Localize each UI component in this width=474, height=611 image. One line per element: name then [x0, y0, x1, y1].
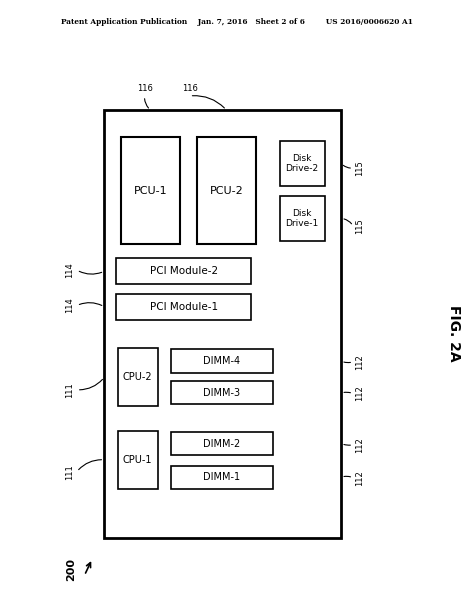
Text: 111: 111: [65, 464, 74, 480]
Bar: [118, 431, 158, 489]
Text: 200: 200: [66, 558, 76, 581]
Text: Disk
Drive-2: Disk Drive-2: [286, 154, 319, 173]
Text: 115: 115: [356, 160, 365, 176]
Bar: [171, 349, 273, 373]
Text: FIG. 2A: FIG. 2A: [447, 305, 461, 361]
Bar: [280, 196, 325, 241]
Bar: [118, 348, 158, 406]
Text: Disk
Drive-1: Disk Drive-1: [285, 209, 319, 228]
Text: PCI Module-1: PCI Module-1: [150, 302, 218, 312]
Text: DIMM-2: DIMM-2: [203, 439, 240, 448]
Text: 116: 116: [182, 84, 198, 93]
Bar: [197, 137, 256, 244]
Bar: [171, 466, 273, 489]
Text: 115: 115: [356, 218, 365, 234]
Text: DIMM-4: DIMM-4: [203, 356, 240, 366]
Text: CPU-2: CPU-2: [123, 372, 153, 382]
Text: DIMM-3: DIMM-3: [203, 388, 240, 398]
Bar: [121, 137, 180, 244]
Text: 112: 112: [356, 437, 365, 453]
Bar: [171, 432, 273, 455]
Text: 116: 116: [137, 84, 153, 93]
Text: PCU-2: PCU-2: [210, 186, 243, 196]
Bar: [104, 110, 341, 538]
Text: 112: 112: [356, 386, 365, 401]
Text: CPU-1: CPU-1: [123, 455, 153, 465]
Text: 112: 112: [356, 470, 365, 486]
Text: Patent Application Publication    Jan. 7, 2016   Sheet 2 of 6        US 2016/000: Patent Application Publication Jan. 7, 2…: [61, 18, 413, 26]
Text: PCI Module-2: PCI Module-2: [150, 266, 218, 276]
Text: DIMM-1: DIMM-1: [203, 472, 240, 482]
Text: PCU-1: PCU-1: [134, 186, 167, 196]
Bar: [171, 381, 273, 404]
Bar: [280, 141, 325, 186]
Bar: [116, 258, 251, 284]
Bar: [116, 294, 251, 320]
Text: 114: 114: [65, 262, 74, 278]
Text: 112: 112: [356, 354, 365, 370]
Text: 114: 114: [65, 298, 74, 313]
Text: 111: 111: [65, 382, 74, 398]
